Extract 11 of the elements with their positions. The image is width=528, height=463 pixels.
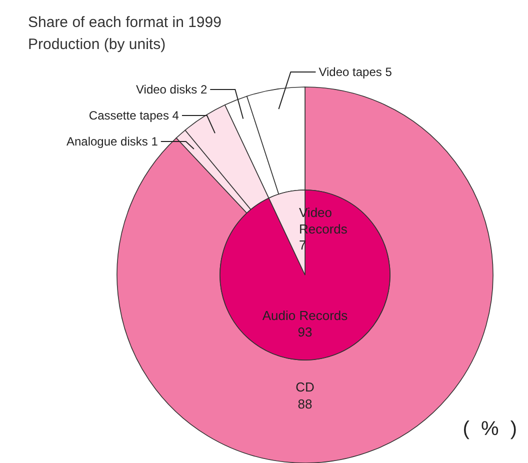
slice-label: Cassette tapes 4 (88, 108, 180, 123)
chart-subtitle: Production (by units) (28, 35, 167, 55)
slice-label: Video tapes 5 (318, 65, 392, 79)
slice-label: Video disks 2 (136, 82, 208, 97)
slice-label: Audio Records (262, 308, 348, 323)
chart-title: Share of each format in 1999 (28, 13, 222, 33)
text: ( % ) (462, 418, 520, 441)
data-label: 93 (298, 324, 312, 340)
slice-label: CD (296, 380, 314, 395)
data-label: 88 (298, 396, 312, 412)
slice-label: Analogue disks 1 (66, 134, 158, 149)
